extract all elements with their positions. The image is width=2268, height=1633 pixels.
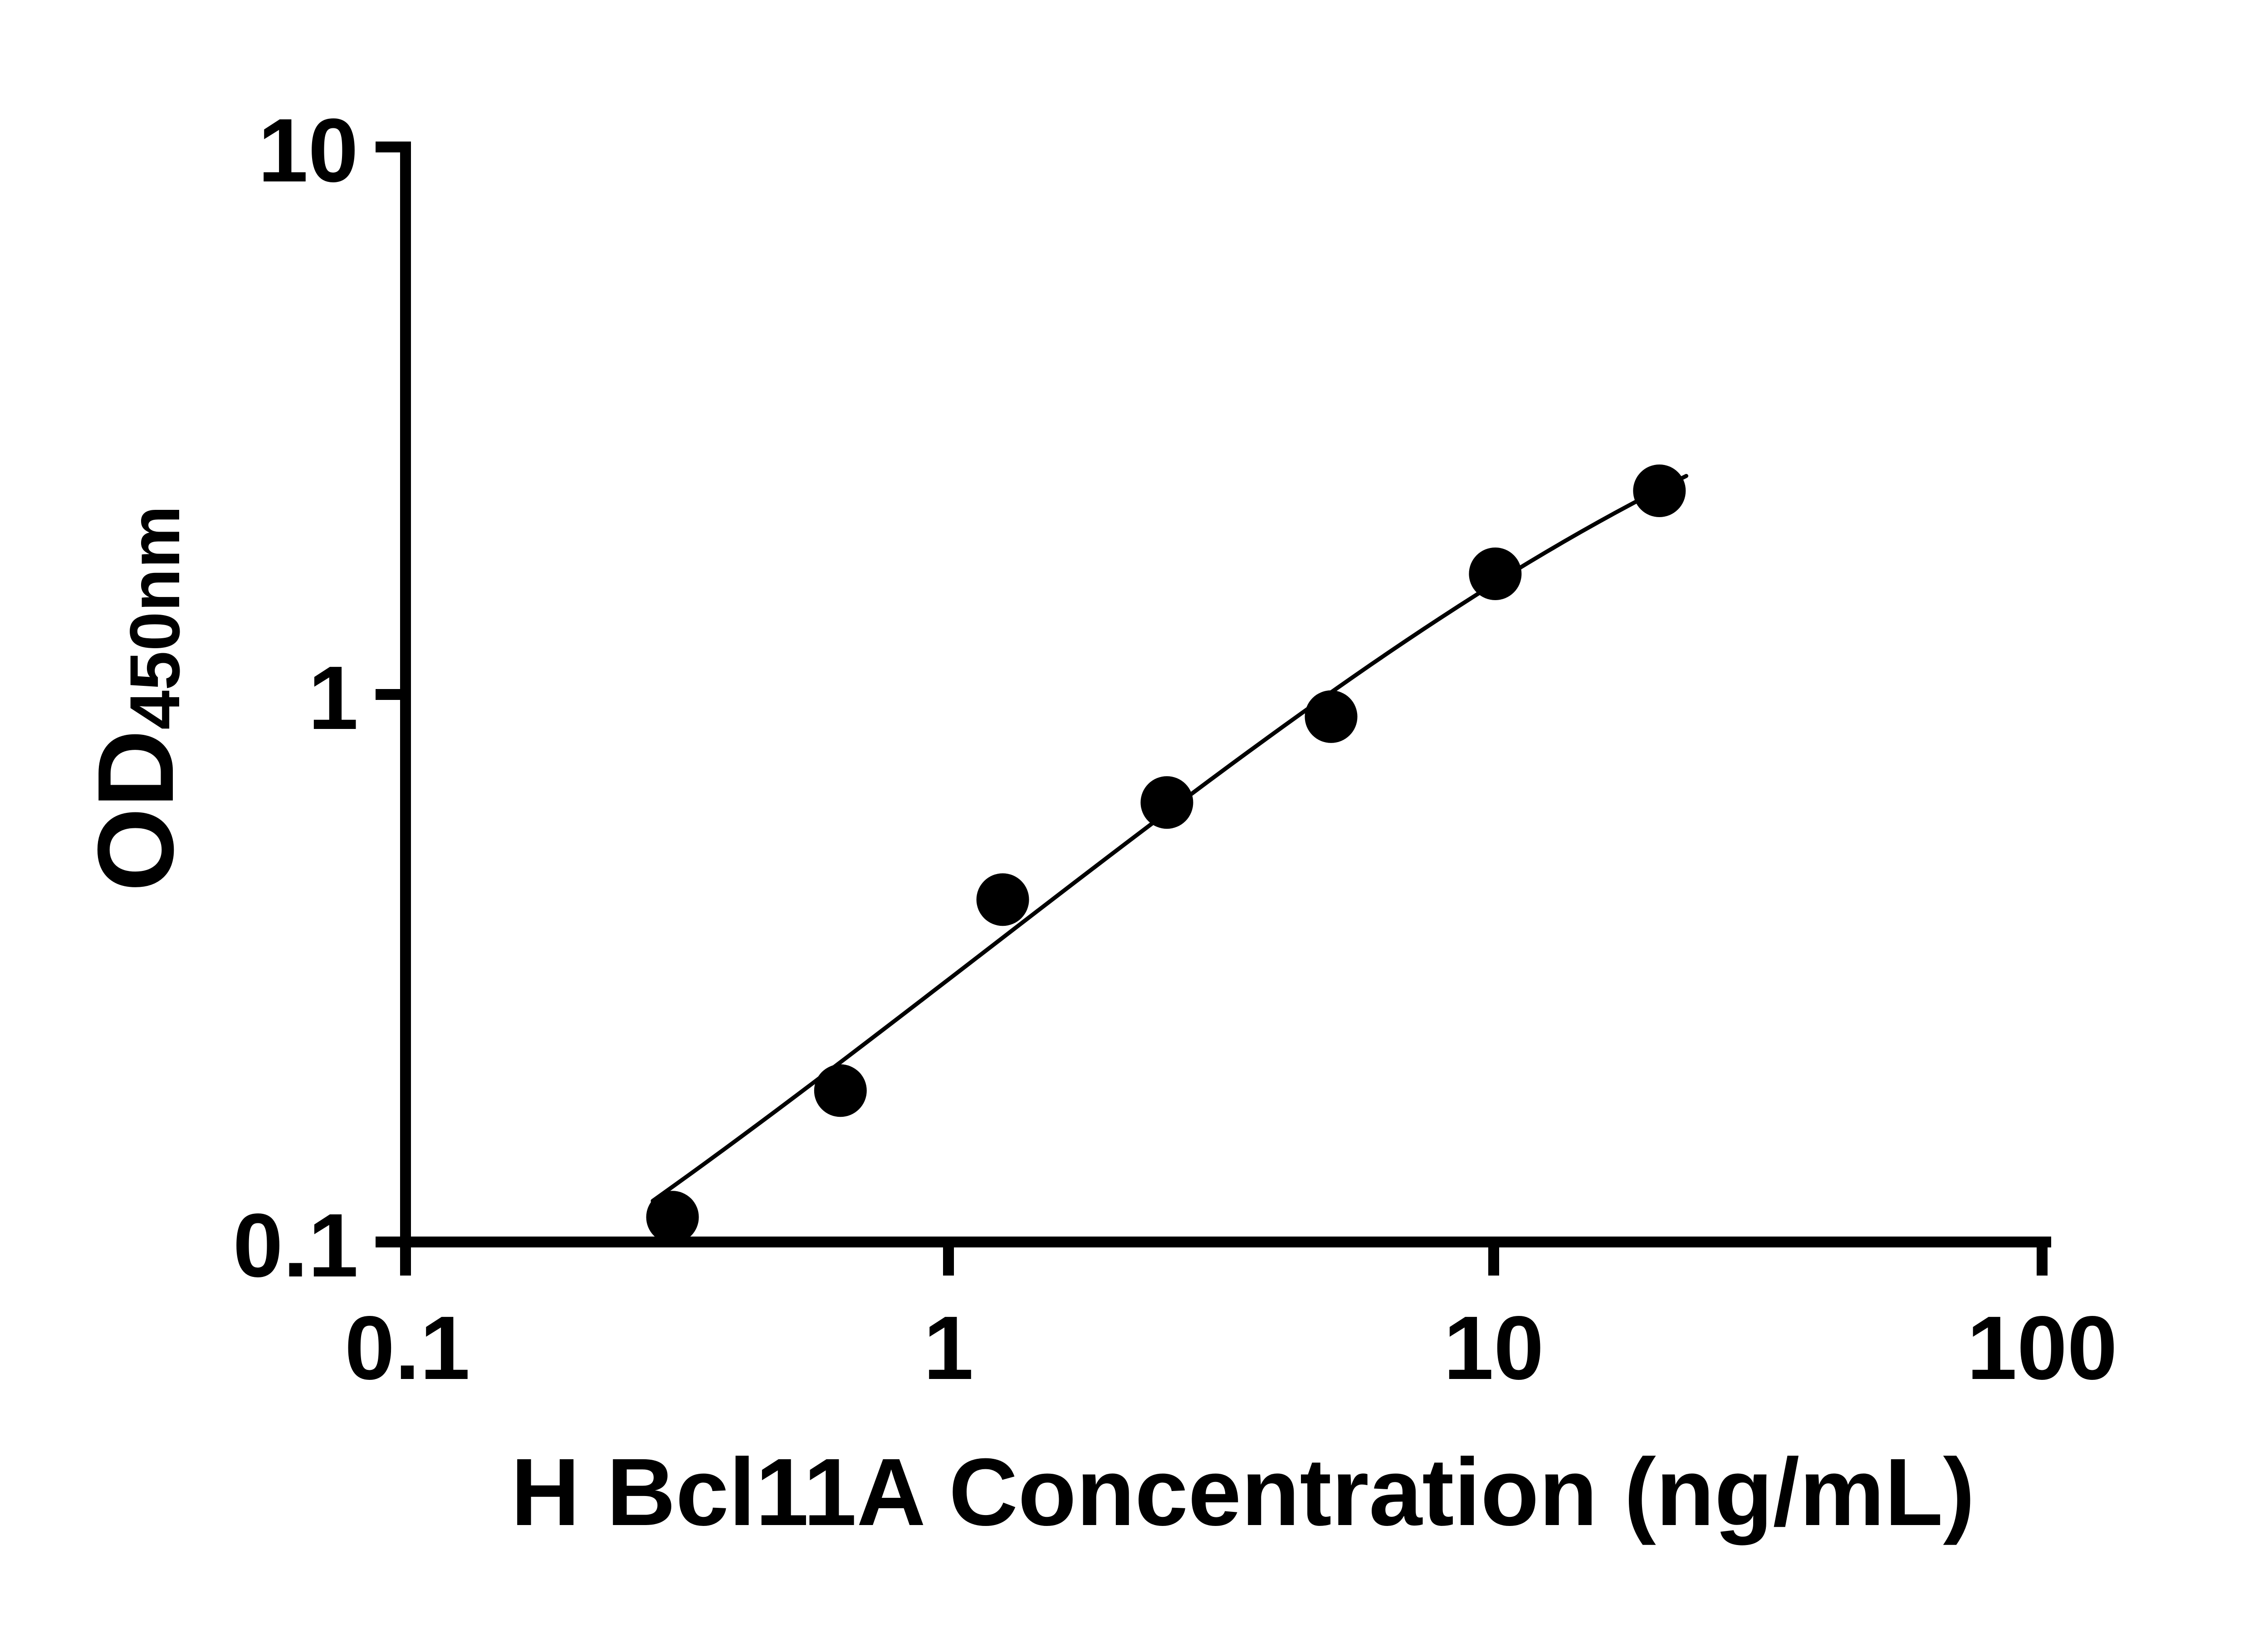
svg-text:100: 100: [1967, 1298, 2117, 1398]
svg-text:H Bcl11A Concentration (ng/mL): H Bcl11A Concentration (ng/mL): [511, 1438, 1975, 1545]
svg-text:1: 1: [308, 648, 358, 748]
svg-text:1: 1: [924, 1298, 974, 1398]
svg-text:10: 10: [1443, 1298, 1544, 1398]
svg-text:0.1: 0.1: [233, 1195, 358, 1296]
svg-text:10: 10: [258, 100, 358, 201]
svg-text:0.1: 0.1: [345, 1298, 470, 1398]
